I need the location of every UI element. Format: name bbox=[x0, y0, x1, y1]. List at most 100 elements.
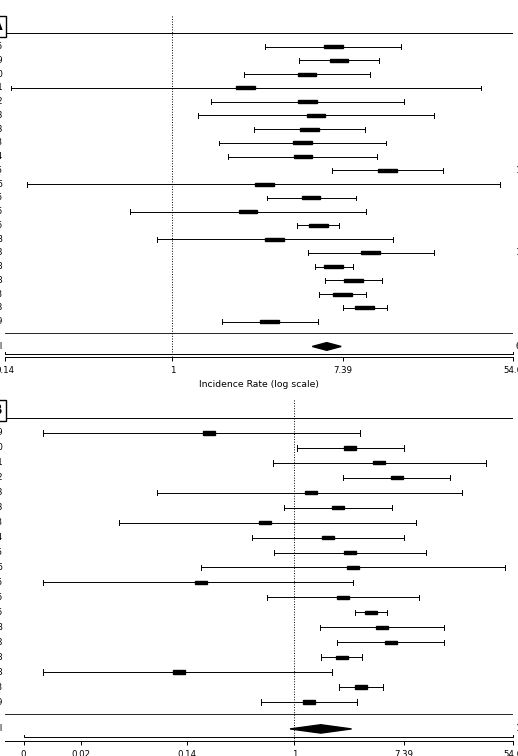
Text: Bertrand, 2018: Bertrand, 2018 bbox=[0, 249, 3, 258]
Text: 1.31 [0.54,  3.15]: 1.31 [0.54, 3.15] bbox=[515, 698, 518, 707]
Text: Jalal, 2016: Jalal, 2016 bbox=[0, 207, 3, 216]
Text: 2.78 [0.69, 11.11]: 2.78 [0.69, 11.11] bbox=[515, 548, 518, 557]
Text: Ostermayer, 2005: Ostermayer, 2005 bbox=[0, 42, 3, 51]
Text: Karczewski, 2016: Karczewski, 2016 bbox=[0, 563, 3, 572]
Text: Phillips, 2019: Phillips, 2019 bbox=[0, 698, 3, 707]
Bar bbox=[298, 73, 316, 76]
Text: Bayard, 2010: Bayard, 2010 bbox=[0, 70, 3, 79]
Text: 6.62 [2.97, 14.73]: 6.62 [2.97, 14.73] bbox=[515, 42, 518, 51]
Text: 5.86 [2.20, 15.62]: 5.86 [2.20, 15.62] bbox=[515, 638, 518, 646]
Text: 5.55 [4.34,  7.11]: 5.55 [4.34, 7.11] bbox=[515, 221, 518, 230]
Text: Danna, 2013: Danna, 2013 bbox=[0, 111, 3, 120]
Text: 4.62 [1.73, 12.30]: 4.62 [1.73, 12.30] bbox=[515, 138, 518, 147]
Text: Jalal, 2016: Jalal, 2016 bbox=[0, 593, 3, 602]
Bar bbox=[298, 101, 316, 104]
Text: Kebernik, 2015: Kebernik, 2015 bbox=[0, 166, 3, 175]
Text: Block, 2009: Block, 2009 bbox=[0, 56, 3, 65]
Text: 10.26 [4.89, 21.51]: 10.26 [4.89, 21.51] bbox=[515, 249, 518, 258]
Text: 2.37 [1.62,  3.45]: 2.37 [1.62, 3.45] bbox=[515, 652, 518, 662]
Text: Weise, 2018: Weise, 2018 bbox=[0, 290, 3, 299]
Text: Lam, 2011: Lam, 2011 bbox=[0, 83, 3, 92]
Bar bbox=[365, 611, 377, 614]
Text: Minguez, 2012: Minguez, 2012 bbox=[0, 473, 3, 482]
Text: Park, 2018: Park, 2018 bbox=[0, 234, 3, 243]
Bar bbox=[258, 521, 271, 524]
Text: 0.58 [0.04,  9.22]: 0.58 [0.04, 9.22] bbox=[515, 518, 518, 527]
Text: RE Model: RE Model bbox=[0, 724, 3, 733]
Text: Wiebe, 2014: Wiebe, 2014 bbox=[0, 533, 3, 542]
Text: 5.09 [3.02,  8.60]: 5.09 [3.02, 8.60] bbox=[515, 194, 518, 203]
Text: B: B bbox=[0, 404, 3, 417]
Bar bbox=[336, 655, 348, 658]
Text: Tzikas, 2016: Tzikas, 2016 bbox=[0, 608, 3, 617]
Text: 2.43 [0.61,  9.71]: 2.43 [0.61, 9.71] bbox=[515, 593, 518, 602]
Text: Phillips, 2019: Phillips, 2019 bbox=[0, 318, 3, 326]
X-axis label: Incidence Rate (log scale): Incidence Rate (log scale) bbox=[199, 380, 319, 389]
Text: Park, 2018: Park, 2018 bbox=[0, 623, 3, 632]
Text: Urena, 2013: Urena, 2013 bbox=[0, 138, 3, 147]
Text: Berti, 2016: Berti, 2016 bbox=[0, 194, 3, 203]
Bar bbox=[333, 293, 352, 296]
Text: 5.41 [1.35, 21.61]: 5.41 [1.35, 21.61] bbox=[515, 111, 518, 120]
Text: 1.35 [0.08, 21.60]: 1.35 [0.08, 21.60] bbox=[515, 488, 518, 497]
Text: 2.43 [0.61,  9.71]: 2.43 [0.61, 9.71] bbox=[515, 207, 518, 216]
Bar bbox=[301, 197, 320, 200]
Text: 6.66 [5.32,  8.34]: 6.66 [5.32, 8.34] bbox=[515, 262, 518, 271]
Bar bbox=[344, 551, 356, 554]
Bar bbox=[376, 626, 388, 629]
Bar bbox=[324, 45, 342, 48]
Text: Bertrand, 2018: Bertrand, 2018 bbox=[0, 638, 3, 646]
Text: Bayard, 2010: Bayard, 2010 bbox=[0, 443, 3, 452]
Text: 8.42 [6.01, 11.78]: 8.42 [6.01, 11.78] bbox=[515, 276, 518, 285]
Bar bbox=[239, 210, 257, 213]
Bar bbox=[255, 183, 274, 186]
Bar bbox=[344, 279, 363, 282]
Text: 2.94 [0.18, 47.02]: 2.94 [0.18, 47.02] bbox=[515, 180, 518, 189]
Text: 6.13 [5.18,  7.27]: 6.13 [5.18, 7.27] bbox=[515, 342, 518, 351]
Bar bbox=[309, 224, 328, 227]
Text: Minguez, 2018: Minguez, 2018 bbox=[0, 652, 3, 662]
Bar bbox=[172, 671, 185, 674]
Text: RE Model: RE Model bbox=[0, 342, 3, 351]
Bar bbox=[324, 265, 343, 268]
Bar bbox=[195, 581, 207, 584]
Bar bbox=[332, 506, 344, 510]
Bar bbox=[303, 700, 315, 704]
Bar bbox=[385, 640, 397, 644]
Bar bbox=[294, 155, 312, 158]
Bar bbox=[236, 86, 255, 89]
Bar bbox=[378, 169, 397, 172]
Text: Reddy, 2013: Reddy, 2013 bbox=[0, 125, 3, 134]
Text: Minguez, 2018: Minguez, 2018 bbox=[0, 262, 3, 271]
Text: 0.21 [0.01,  3.33]: 0.21 [0.01, 3.33] bbox=[515, 429, 518, 438]
Text: Kebernik, 2015: Kebernik, 2015 bbox=[0, 548, 3, 557]
Text: Lam, 2011: Lam, 2011 bbox=[0, 458, 3, 467]
Text: Wiebe, 2014: Wiebe, 2014 bbox=[0, 152, 3, 161]
Bar bbox=[391, 476, 402, 479]
Text: Karczewski, 2016: Karczewski, 2016 bbox=[0, 180, 3, 189]
Bar bbox=[347, 565, 359, 569]
Text: 4.06 [3.04,  5.41]: 4.06 [3.04, 5.41] bbox=[515, 608, 518, 617]
Text: 4.86 [2.32, 10.20]: 4.86 [2.32, 10.20] bbox=[515, 70, 518, 79]
Text: Tzikas, 2016: Tzikas, 2016 bbox=[0, 221, 3, 230]
Bar bbox=[322, 536, 334, 539]
Bar bbox=[261, 321, 279, 324]
Bar bbox=[355, 306, 374, 309]
Text: Minguez, 2012: Minguez, 2012 bbox=[0, 98, 3, 107]
Text: 3.33 [0.83, 13.33]: 3.33 [0.83, 13.33] bbox=[515, 234, 518, 243]
Text: 9.59 [7.41, 12.40]: 9.59 [7.41, 12.40] bbox=[515, 303, 518, 312]
Text: 2.78 [1.04,  7.40]: 2.78 [1.04, 7.40] bbox=[515, 443, 518, 452]
Text: 2.36 [0.15, 37.77]: 2.36 [0.15, 37.77] bbox=[515, 83, 518, 92]
Text: 2.22 [0.83,  5.92]: 2.22 [0.83, 5.92] bbox=[515, 503, 518, 512]
Text: 12.50 [6.50, 24.02]: 12.50 [6.50, 24.02] bbox=[515, 166, 518, 175]
Bar bbox=[329, 59, 349, 62]
Text: Urena, 2013: Urena, 2013 bbox=[0, 518, 3, 527]
Text: 3.14 [1.78,  5.53]: 3.14 [1.78, 5.53] bbox=[515, 318, 518, 326]
Text: 7.08 [4.40, 11.39]: 7.08 [4.40, 11.39] bbox=[515, 56, 518, 65]
Bar bbox=[355, 686, 367, 689]
Text: 0.18 [0.01,  2.91]: 0.18 [0.01, 2.91] bbox=[515, 578, 518, 587]
Bar bbox=[361, 252, 380, 255]
Bar bbox=[305, 491, 317, 494]
Text: Block, 2009: Block, 2009 bbox=[0, 429, 3, 438]
Text: Weise, 2018: Weise, 2018 bbox=[0, 683, 3, 692]
